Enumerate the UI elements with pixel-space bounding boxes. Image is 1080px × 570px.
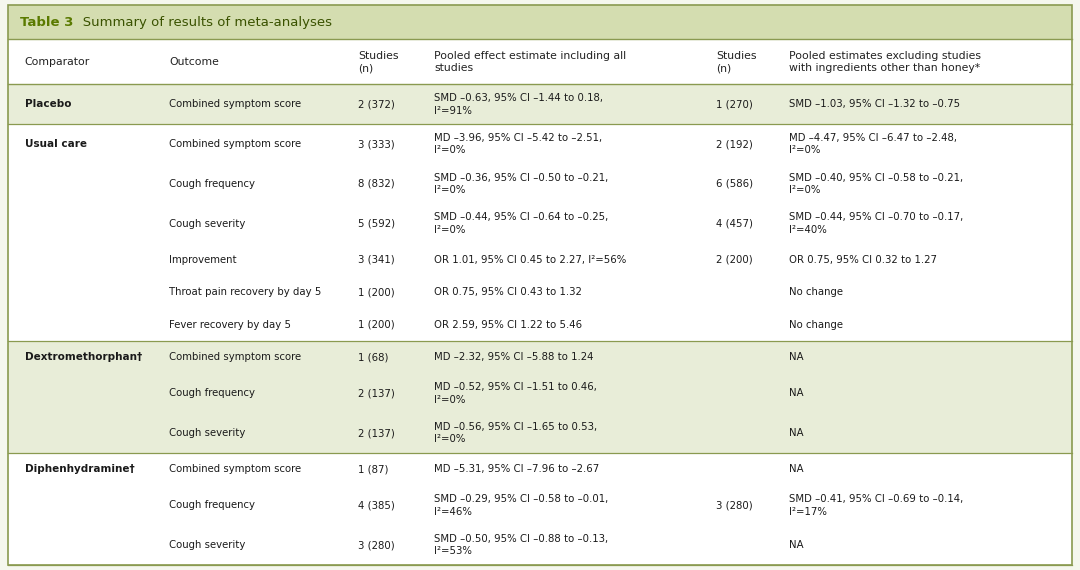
Text: 6 (586): 6 (586) [716,179,754,189]
Text: NA: NA [788,388,804,398]
Bar [8,276,1072,308]
Text: 3 (341): 3 (341) [357,255,394,264]
Text: Diphenhydramine†: Diphenhydramine† [25,464,134,474]
Text: Cough frequency: Cough frequency [170,500,256,510]
Text: Fever recovery by day 5: Fever recovery by day 5 [170,320,292,329]
Text: Improvement: Improvement [170,255,238,264]
Text: SMD –1.03, 95% CI –1.32 to –0.75: SMD –1.03, 95% CI –1.32 to –0.75 [788,99,960,109]
Text: MD –4.47, 95% CI –6.47 to –2.48,
I²=0%: MD –4.47, 95% CI –6.47 to –2.48, I²=0% [788,133,957,155]
Bar [8,341,1072,373]
Text: 8 (832): 8 (832) [357,179,394,189]
Bar [8,164,1072,203]
Text: 1 (68): 1 (68) [357,352,389,363]
Bar [8,486,1072,526]
Text: Cough frequency: Cough frequency [170,179,256,189]
Text: SMD –0.40, 95% CI –0.58 to –0.21,
I²=0%: SMD –0.40, 95% CI –0.58 to –0.21, I²=0% [788,173,963,195]
Text: 2 (192): 2 (192) [716,139,753,149]
Text: Dextromethorphan†: Dextromethorphan† [25,352,141,363]
Text: SMD –0.44, 95% CI –0.64 to –0.25,
I²=0%: SMD –0.44, 95% CI –0.64 to –0.25, I²=0% [434,213,609,235]
Bar [8,203,1072,243]
Text: MD –2.32, 95% CI –5.88 to 1.24: MD –2.32, 95% CI –5.88 to 1.24 [434,352,594,363]
Text: Pooled effect estimate including all
studies: Pooled effect estimate including all stu… [434,51,626,73]
Bar [8,84,1072,124]
Text: OR 0.75, 95% CI 0.32 to 1.27: OR 0.75, 95% CI 0.32 to 1.27 [788,255,936,264]
Text: 4 (457): 4 (457) [716,218,754,229]
Text: Pooled estimates excluding studies
with ingredients other than honey*: Pooled estimates excluding studies with … [788,51,981,73]
Text: 1 (270): 1 (270) [716,99,753,109]
Text: Cough frequency: Cough frequency [170,388,256,398]
Text: SMD –0.50, 95% CI –0.88 to –0.13,
I²=53%: SMD –0.50, 95% CI –0.88 to –0.13, I²=53% [434,534,608,556]
Bar [8,526,1072,565]
Bar [8,373,1072,413]
Bar [8,453,1072,486]
Text: MD –0.52, 95% CI –1.51 to 0.46,
I²=0%: MD –0.52, 95% CI –1.51 to 0.46, I²=0% [434,382,597,405]
Text: SMD –0.41, 95% CI –0.69 to –0.14,
I²=17%: SMD –0.41, 95% CI –0.69 to –0.14, I²=17% [788,494,963,516]
Text: SMD –0.36, 95% CI –0.50 to –0.21,
I²=0%: SMD –0.36, 95% CI –0.50 to –0.21, I²=0% [434,173,609,195]
Text: Usual care: Usual care [25,139,86,149]
Text: MD –0.56, 95% CI –1.65 to 0.53,
I²=0%: MD –0.56, 95% CI –1.65 to 0.53, I²=0% [434,422,597,445]
Text: 2 (137): 2 (137) [357,428,394,438]
Text: Combined symptom score: Combined symptom score [170,464,301,474]
Text: NA: NA [788,428,804,438]
Text: Throat pain recovery by day 5: Throat pain recovery by day 5 [170,287,322,297]
Text: Cough severity: Cough severity [170,540,246,550]
Text: 3 (280): 3 (280) [357,540,394,550]
Text: No change: No change [788,320,842,329]
Text: Combined symptom score: Combined symptom score [170,139,301,149]
Text: 3 (280): 3 (280) [716,500,753,510]
Bar [8,5,1072,39]
Text: Studies
(n): Studies (n) [716,51,757,73]
Text: SMD –0.44, 95% CI –0.70 to –0.17,
I²=40%: SMD –0.44, 95% CI –0.70 to –0.17, I²=40% [788,213,963,235]
Text: Cough severity: Cough severity [170,218,246,229]
Bar [8,413,1072,453]
Text: 4 (385): 4 (385) [357,500,394,510]
Text: 1 (200): 1 (200) [357,287,394,297]
Text: 5 (592): 5 (592) [357,218,395,229]
Text: SMD –0.29, 95% CI –0.58 to –0.01,
I²=46%: SMD –0.29, 95% CI –0.58 to –0.01, I²=46% [434,494,609,516]
Text: Placebo: Placebo [25,99,71,109]
Bar [8,124,1072,164]
Text: OR 2.59, 95% CI 1.22 to 5.46: OR 2.59, 95% CI 1.22 to 5.46 [434,320,582,329]
Text: Combined symptom score: Combined symptom score [170,99,301,109]
Text: 1 (87): 1 (87) [357,464,389,474]
Text: NA: NA [788,540,804,550]
Bar [8,308,1072,341]
Text: 2 (200): 2 (200) [716,255,753,264]
Bar [8,243,1072,276]
Text: Summary of results of meta-analyses: Summary of results of meta-analyses [70,15,332,28]
Text: OR 0.75, 95% CI 0.43 to 1.32: OR 0.75, 95% CI 0.43 to 1.32 [434,287,582,297]
Text: No change: No change [788,287,842,297]
Text: Cough severity: Cough severity [170,428,246,438]
Text: MD –5.31, 95% CI –7.96 to –2.67: MD –5.31, 95% CI –7.96 to –2.67 [434,464,599,474]
Text: 2 (372): 2 (372) [357,99,394,109]
Text: 2 (137): 2 (137) [357,388,394,398]
Text: SMD –0.63, 95% CI –1.44 to 0.18,
I²=91%: SMD –0.63, 95% CI –1.44 to 0.18, I²=91% [434,93,604,116]
Text: Comparator: Comparator [25,57,90,67]
Text: 3 (333): 3 (333) [357,139,394,149]
Text: Studies
(n): Studies (n) [357,51,399,73]
Text: 1 (200): 1 (200) [357,320,394,329]
Text: NA: NA [788,464,804,474]
Text: OR 1.01, 95% CI 0.45 to 2.27, I²=56%: OR 1.01, 95% CI 0.45 to 2.27, I²=56% [434,255,626,264]
Text: MD –3.96, 95% CI –5.42 to –2.51,
I²=0%: MD –3.96, 95% CI –5.42 to –2.51, I²=0% [434,133,603,155]
Text: Table 3: Table 3 [21,15,73,28]
Bar [8,39,1072,84]
Text: Combined symptom score: Combined symptom score [170,352,301,363]
Text: NA: NA [788,352,804,363]
Text: Outcome: Outcome [170,57,219,67]
